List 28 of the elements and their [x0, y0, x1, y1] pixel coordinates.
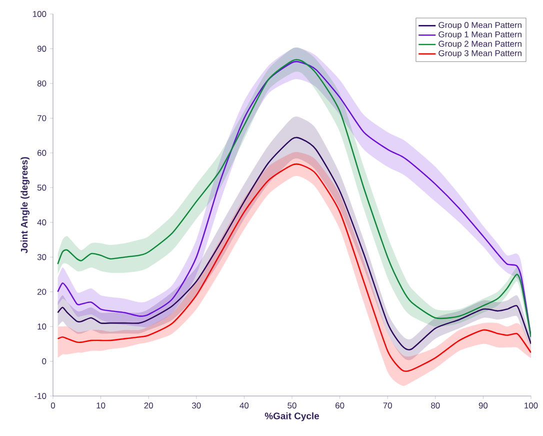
x-tick-label: 40	[240, 402, 249, 408]
legend-label: Group 2 Mean Pattern	[438, 40, 522, 48]
y-tick-label: 70	[38, 115, 46, 122]
y-tick-label: 10	[38, 324, 46, 330]
y-axis-title: Joint Angle (degrees)	[20, 157, 30, 254]
x-tick-label: 0	[50, 402, 56, 408]
y-tick-label: 60	[38, 150, 46, 156]
y-tick-label: 40	[37, 219, 46, 226]
y-tick-label: 100	[33, 11, 46, 17]
y-tick-label: 90	[37, 46, 46, 52]
x-axis-title: %Gait Cycle	[264, 412, 320, 422]
y-tick-label: -10	[34, 393, 46, 399]
x-tick-label: 60	[336, 402, 344, 408]
legend-label: Group 0 Mean Pattern	[438, 22, 522, 30]
y-tick-label: 30	[37, 254, 46, 260]
y-tick-label: 0	[42, 358, 46, 364]
x-tick-label: 100	[524, 402, 538, 408]
x-tick-label: 70	[383, 402, 392, 408]
x-tick-label: 10	[96, 402, 106, 408]
y-tick-label: 80	[37, 80, 46, 86]
x-tick-label: 50	[288, 402, 296, 408]
x-tick-label: 30	[192, 402, 201, 408]
x-tick-label: 90	[478, 402, 488, 408]
y-tick-label: 20	[37, 288, 46, 295]
legend-label: Group 1 Mean Pattern	[438, 31, 522, 40]
y-tick-label: 50	[37, 184, 46, 191]
x-tick-label: 20	[144, 402, 153, 408]
x-tick-label: 80	[431, 402, 440, 408]
